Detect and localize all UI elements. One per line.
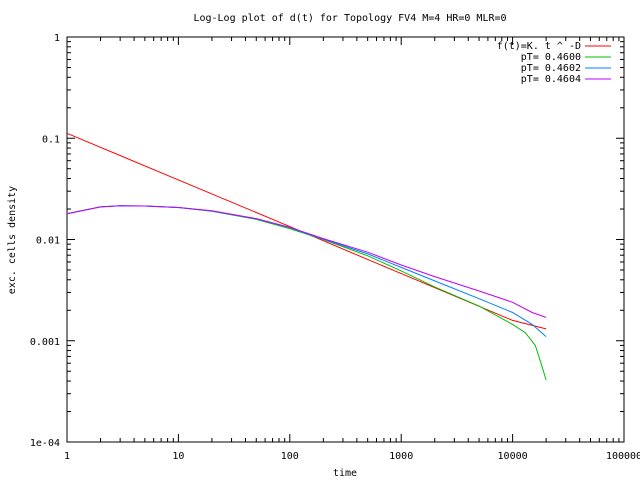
y-tick-label: 1e-04 <box>30 438 60 449</box>
series-line-0 <box>66 132 547 330</box>
series-line-1 <box>66 205 547 381</box>
y-axis-ticks: 1e-04 0.001 0.01 0.1 1 <box>30 33 624 449</box>
y-tick-label: 1 <box>54 33 60 44</box>
x-tick-label: 10000 <box>498 451 528 462</box>
legend-label-2: pT= 0.4602 <box>521 63 581 74</box>
x-tick-label: 100000 <box>606 451 640 462</box>
series-line-3 <box>66 205 547 318</box>
series-line-2 <box>66 205 547 337</box>
x-tick-label: 1 <box>64 451 70 462</box>
y-tick-label: 0.1 <box>42 134 60 145</box>
legend-label-3: pT= 0.4604 <box>521 74 581 85</box>
legend-label-1: pT= 0.4600 <box>521 52 581 63</box>
x-tick-label: 100 <box>281 451 299 462</box>
series-lines <box>66 132 547 381</box>
y-tick-label: 0.01 <box>36 236 60 247</box>
x-tick-label: 10 <box>172 451 184 462</box>
legend-label-0: f(t)=K. t ^ -D <box>497 41 581 52</box>
x-axis-label: time <box>333 468 357 479</box>
y-tick-label: 0.001 <box>30 337 60 348</box>
x-tick-label: 1000 <box>389 451 413 462</box>
chart-title: Log-Log plot of d(t) for Topology FV4 M=… <box>193 13 506 24</box>
x-axis-ticks: 1 10 100 1000 10000 100000 <box>64 37 640 462</box>
y-axis-label: exc. cells density <box>7 186 18 294</box>
plot-frame <box>66 36 625 443</box>
